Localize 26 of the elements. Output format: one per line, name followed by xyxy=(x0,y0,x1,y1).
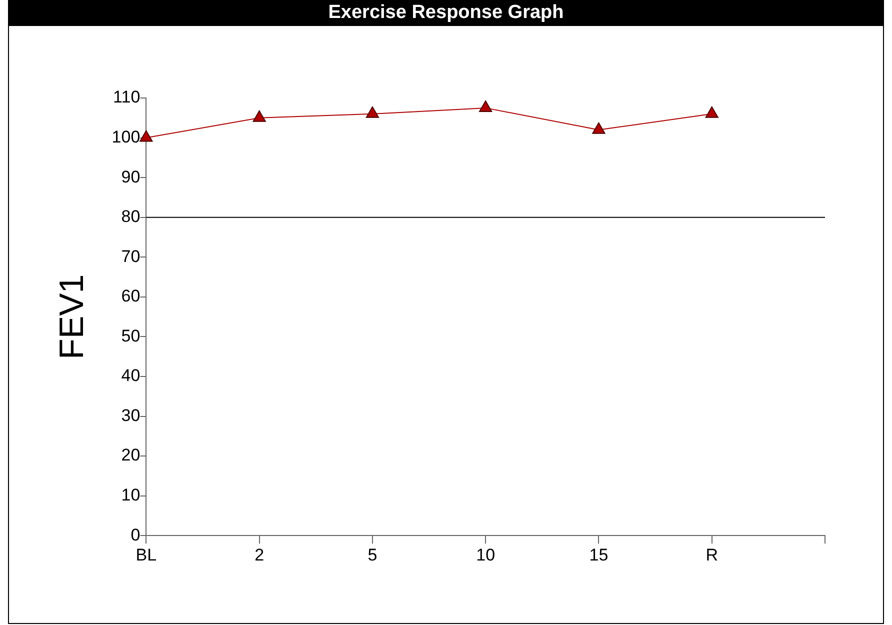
chart-title: Exercise Response Graph xyxy=(9,0,883,26)
y-tick-label: 0 xyxy=(130,525,140,544)
point xyxy=(705,106,718,118)
y-tick-label: 40 xyxy=(121,366,140,386)
point xyxy=(366,106,380,118)
y-tick-label: 10 xyxy=(121,486,140,505)
y-tick-label: 30 xyxy=(121,406,140,425)
y-tick-label: 80 xyxy=(121,207,140,226)
y-axis-title: FEV1 xyxy=(52,274,91,360)
x-tick-label: 15 xyxy=(589,545,608,564)
x-tick-label: 2 xyxy=(254,545,264,564)
x-tick-label: 10 xyxy=(476,545,496,564)
x-tick-label: 5 xyxy=(368,545,378,564)
y-tick-label: 50 xyxy=(121,326,140,346)
y-tick-label: 70 xyxy=(121,246,140,266)
y-tick-label: 60 xyxy=(121,286,140,306)
point xyxy=(140,130,153,142)
y-tick-label: 110 xyxy=(113,88,140,107)
x-tick-label: BL xyxy=(136,545,157,564)
y-tick-label: 20 xyxy=(121,446,140,465)
x-tick-label: R xyxy=(706,545,718,564)
y-tick-label: 100 xyxy=(112,127,140,146)
y-tick-label: 90 xyxy=(121,167,140,186)
point xyxy=(592,122,606,134)
point xyxy=(479,100,492,112)
point xyxy=(252,110,266,122)
